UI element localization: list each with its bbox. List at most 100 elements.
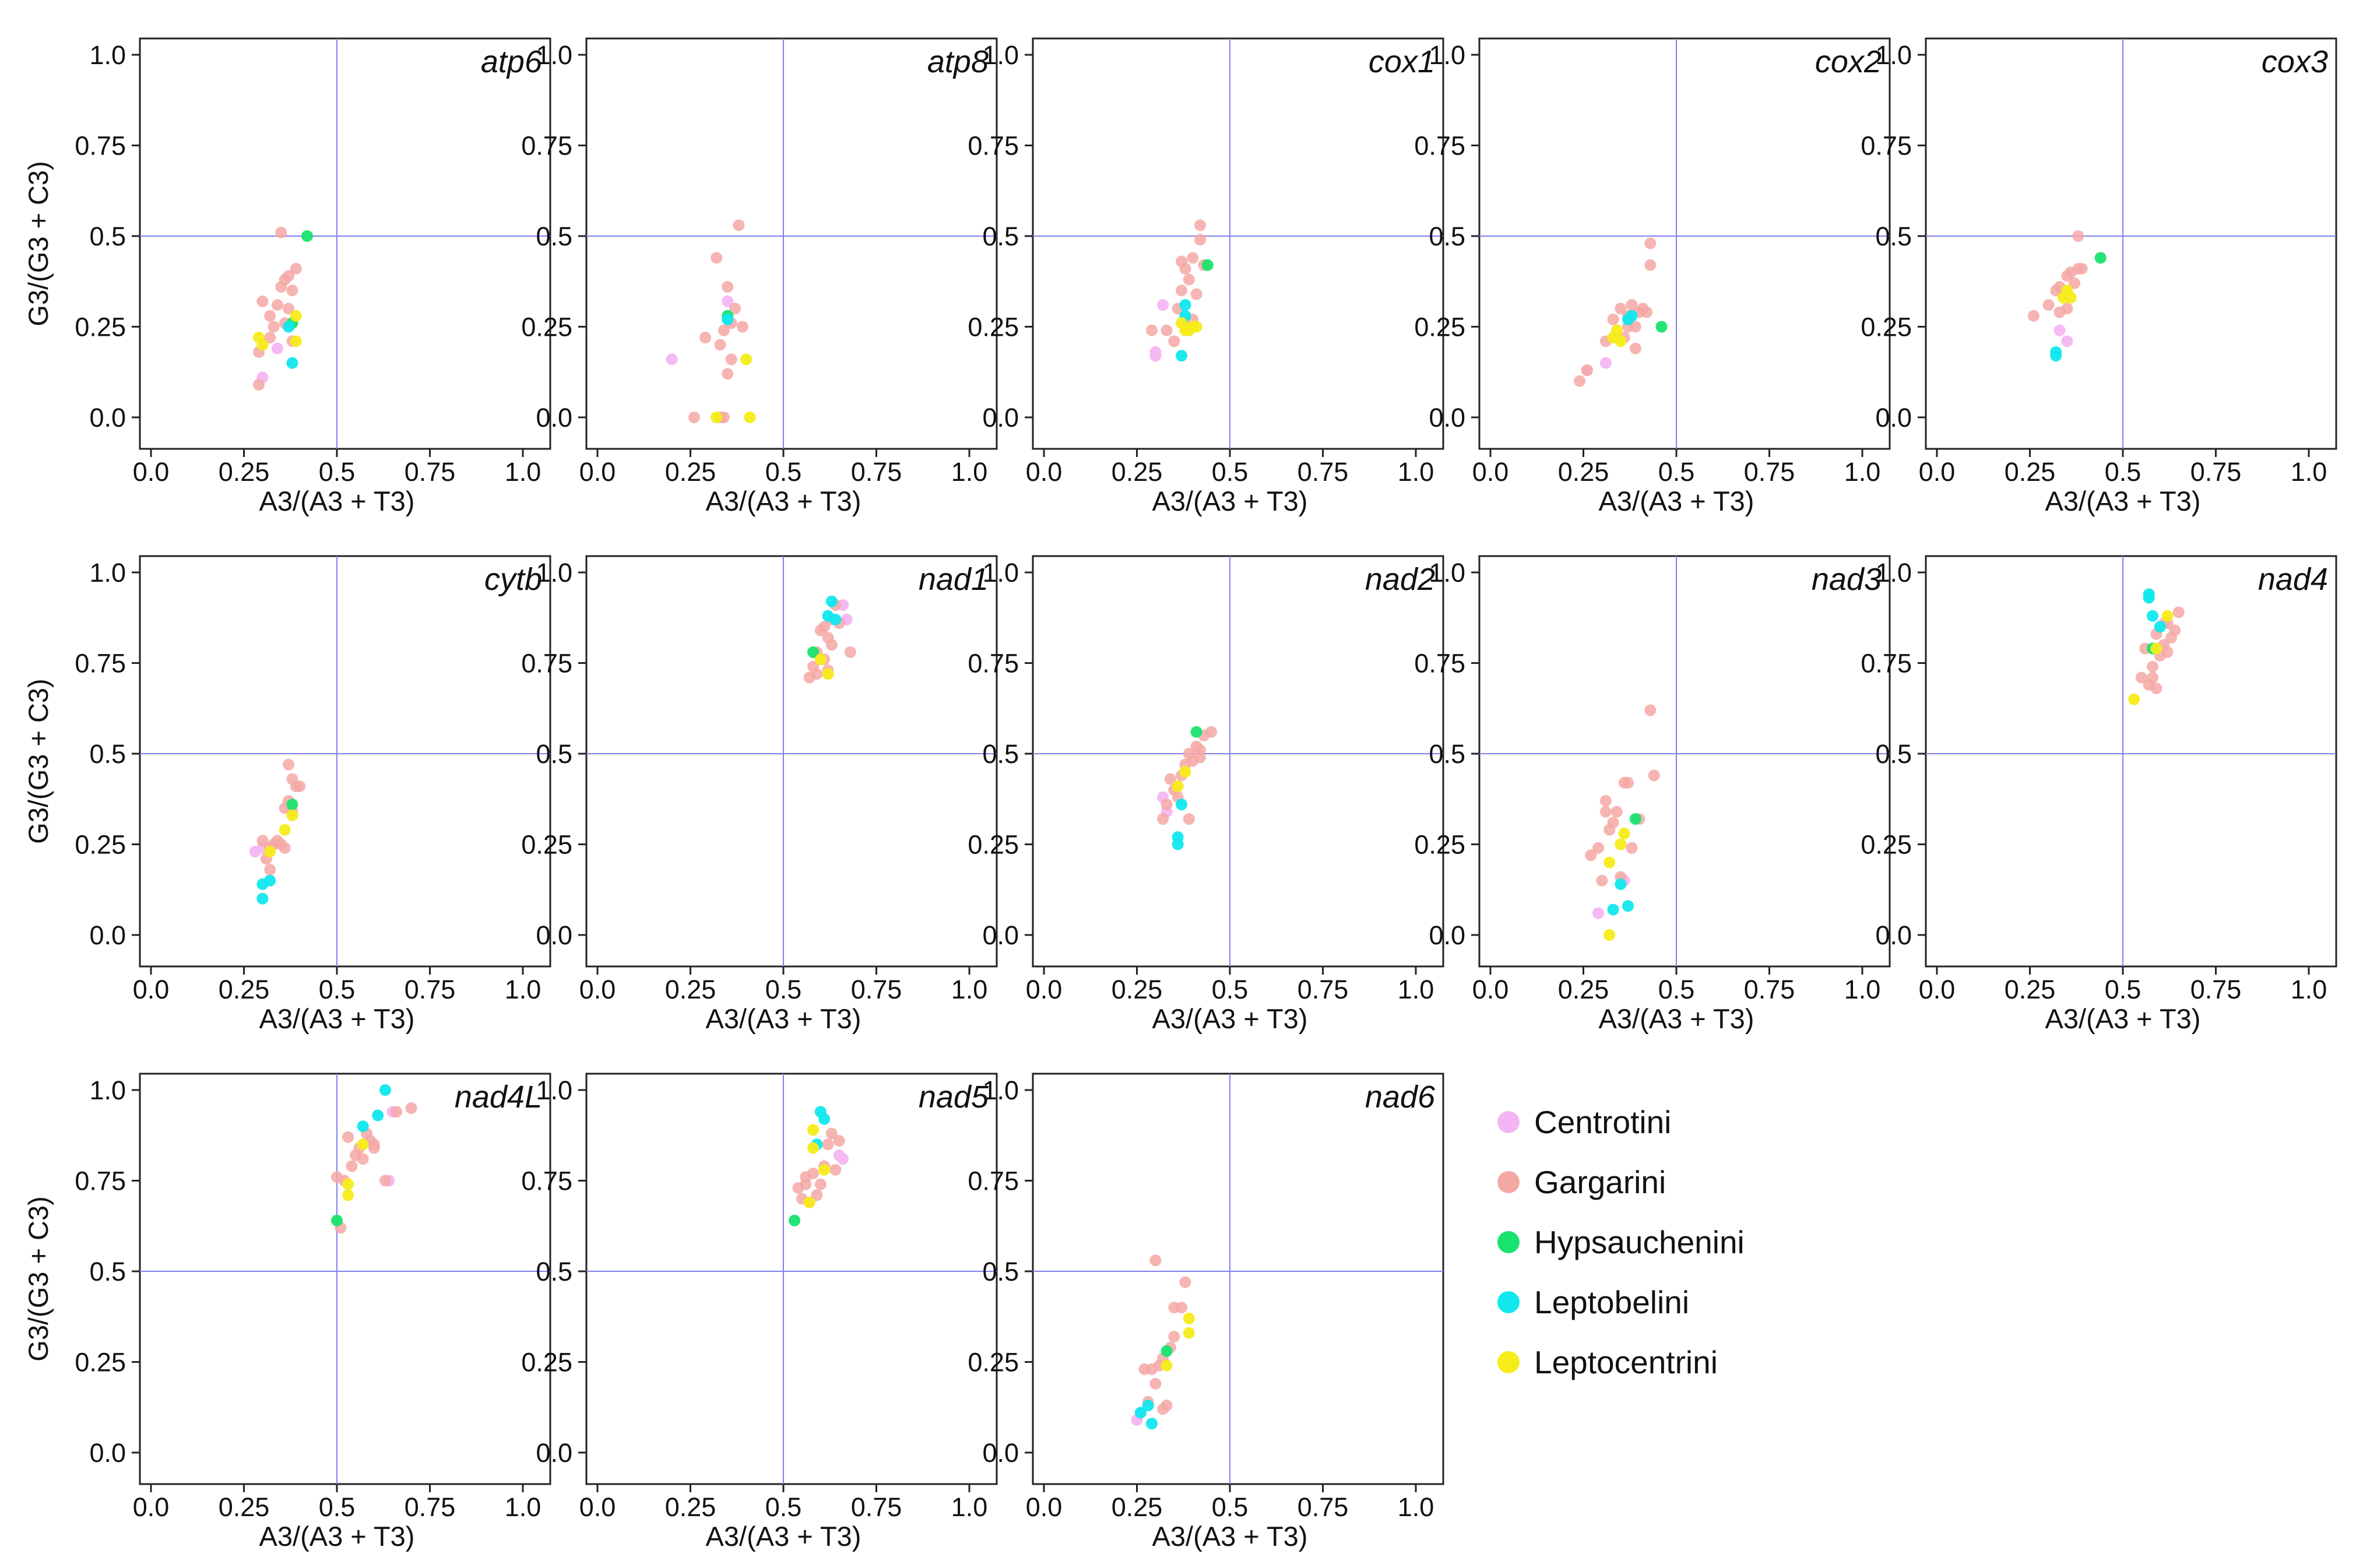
panel-nad4L: 0.0 0.25 0.5 0.75 1.0 A3/(A3 + T3) 0.0 0.25 0.5 0…	[23, 1073, 551, 1552]
data-point-hypsauchenini	[1655, 321, 1668, 333]
y-tick-label: 1.0	[89, 1075, 126, 1105]
data-point-gargarini	[1187, 252, 1199, 264]
panel-frame	[139, 1073, 551, 1485]
y-tick-label: 0.75	[75, 1166, 126, 1196]
panel-frame	[1478, 555, 1891, 968]
y-tick-label: 0.75	[968, 131, 1019, 161]
panel-title: cox2	[1815, 44, 1882, 79]
data-point-leptobelini	[256, 892, 269, 905]
data-point-gargarini	[1626, 842, 1638, 854]
legend-marker-leptocentrini	[1497, 1351, 1520, 1373]
x-axis-label: A3/(A3 + T3)	[706, 1003, 861, 1034]
data-point-gargarini	[825, 1127, 838, 1140]
x-tick-label: 0.5	[1212, 1492, 1249, 1522]
data-point-hypsauchenini	[1201, 259, 1214, 271]
data-point-leptocentrini	[822, 668, 834, 680]
x-tick-label: 1.0	[1844, 457, 1881, 487]
data-point-gargarini	[1164, 773, 1176, 785]
data-point-gargarini	[1599, 806, 1612, 818]
x-tick-label: 0.75	[1744, 457, 1795, 487]
data-point-leptocentrini	[1604, 929, 1616, 941]
panel-cox2: 0.0 0.25 0.5 0.75 1.0 A3/(A3 + T3) 0.0 0.25 0.5 0…	[1414, 37, 1891, 516]
legend-label-leptocentrini: Leptocentrini	[1534, 1344, 1718, 1380]
data-point-leptobelini	[1622, 314, 1634, 326]
data-point-hypsauchenini	[331, 1214, 343, 1226]
legend-marker-gargarini	[1497, 1171, 1520, 1193]
y-tick-label: 0.0	[982, 1438, 1019, 1468]
data-point-gargarini	[711, 252, 723, 264]
legend: Centrotini Gargarini Hypsauchenini Leptobel…	[1497, 1104, 1745, 1380]
x-tick-label: 0.5	[319, 1492, 356, 1522]
y-tick-label: 0.75	[1414, 131, 1465, 161]
data-point-centrotini	[2053, 324, 2066, 336]
x-tick-label: 1.0	[1844, 975, 1881, 1004]
data-point-gargarini	[2161, 646, 2174, 658]
x-axis-label: A3/(A3 + T3)	[1599, 1003, 1754, 1034]
x-tick-label: 0.0	[579, 457, 616, 487]
panel-title: cox1	[1369, 44, 1435, 79]
data-point-gargarini	[1581, 364, 1593, 377]
data-point-gargarini	[718, 324, 730, 336]
x-tick-label: 0.25	[1112, 457, 1163, 487]
data-point-leptobelini	[814, 1106, 827, 1118]
x-axis-label: A3/(A3 + T3)	[259, 486, 415, 516]
data-point-gargarini	[1610, 806, 1623, 818]
data-point-leptocentrini	[1190, 321, 1202, 333]
data-point-hypsauchenini	[789, 1214, 801, 1226]
y-tick-label: 1.0	[1875, 40, 1912, 70]
data-point-gargarini	[825, 639, 838, 651]
data-point-gargarini	[283, 303, 295, 315]
data-point-centrotini	[1149, 350, 1162, 362]
x-tick-label: 1.0	[2291, 457, 2327, 487]
data-point-gargarini	[2069, 277, 2081, 289]
panel-title: nad4L	[455, 1080, 542, 1115]
y-tick-label: 0.0	[536, 1438, 572, 1468]
data-point-leptobelini	[1176, 350, 1188, 362]
data-point-gargarini	[844, 646, 856, 658]
y-tick-label: 0.25	[75, 312, 126, 342]
x-tick-label: 0.75	[405, 457, 456, 487]
panel-frame	[585, 1073, 998, 1485]
data-point-leptocentrini	[2061, 284, 2073, 297]
data-point-leptobelini	[372, 1109, 384, 1121]
panel-title: nad3	[1812, 562, 1882, 597]
panel-atp8: 0.0 0.25 0.5 0.75 1.0 A3/(A3 + T3) 0.0 0.25 0.5 0…	[521, 37, 998, 516]
data-point-centrotini	[666, 353, 678, 365]
data-point-gargarini	[811, 1189, 823, 1201]
x-tick-label: 0.25	[665, 975, 716, 1004]
y-tick-label: 0.0	[89, 1438, 126, 1468]
x-tick-label: 0.0	[1472, 457, 1509, 487]
y-tick-label: 0.5	[1875, 739, 1912, 769]
data-point-leptocentrini	[1615, 838, 1627, 850]
x-tick-label: 1.0	[951, 975, 988, 1004]
data-point-gargarini	[256, 295, 269, 307]
y-tick-label: 0.25	[1414, 830, 1465, 860]
panel-frame	[1478, 37, 1891, 450]
data-point-gargarini	[264, 864, 276, 876]
x-tick-label: 0.75	[851, 457, 902, 487]
data-point-gargarini	[733, 219, 745, 231]
legend-marker-centrotini	[1497, 1111, 1520, 1133]
data-point-gargarini	[725, 353, 737, 365]
data-point-gargarini	[688, 412, 700, 423]
data-point-hypsauchenini	[807, 646, 820, 658]
y-tick-label: 0.5	[982, 1257, 1019, 1286]
x-axis-label: A3/(A3 + T3)	[259, 1003, 415, 1034]
y-tick-label: 0.75	[521, 131, 572, 161]
data-point-gargarini	[2027, 310, 2039, 322]
data-point-gargarini	[1176, 1302, 1188, 1314]
data-point-gargarini	[264, 332, 276, 344]
data-point-gargarini	[1161, 799, 1173, 811]
data-point-gargarini	[699, 332, 712, 344]
data-point-gargarini	[1149, 1254, 1162, 1267]
x-tick-label: 0.0	[579, 1492, 616, 1522]
panel-cox1: 0.0 0.25 0.5 0.75 1.0 A3/(A3 + T3) 0.0 0.25 0.5 0…	[968, 37, 1444, 516]
data-point-gargarini	[1596, 874, 1608, 887]
data-point-gargarini	[286, 284, 298, 297]
y-tick-label: 1.0	[536, 40, 572, 70]
panel-nad6: 0.0 0.25 0.5 0.75 1.0 A3/(A3 + T3) 0.0 0.25 0.5 0…	[968, 1073, 1444, 1552]
data-point-leptocentrini	[814, 653, 827, 666]
x-tick-label: 0.0	[579, 975, 616, 1004]
x-axis-label: A3/(A3 + T3)	[706, 1521, 861, 1552]
